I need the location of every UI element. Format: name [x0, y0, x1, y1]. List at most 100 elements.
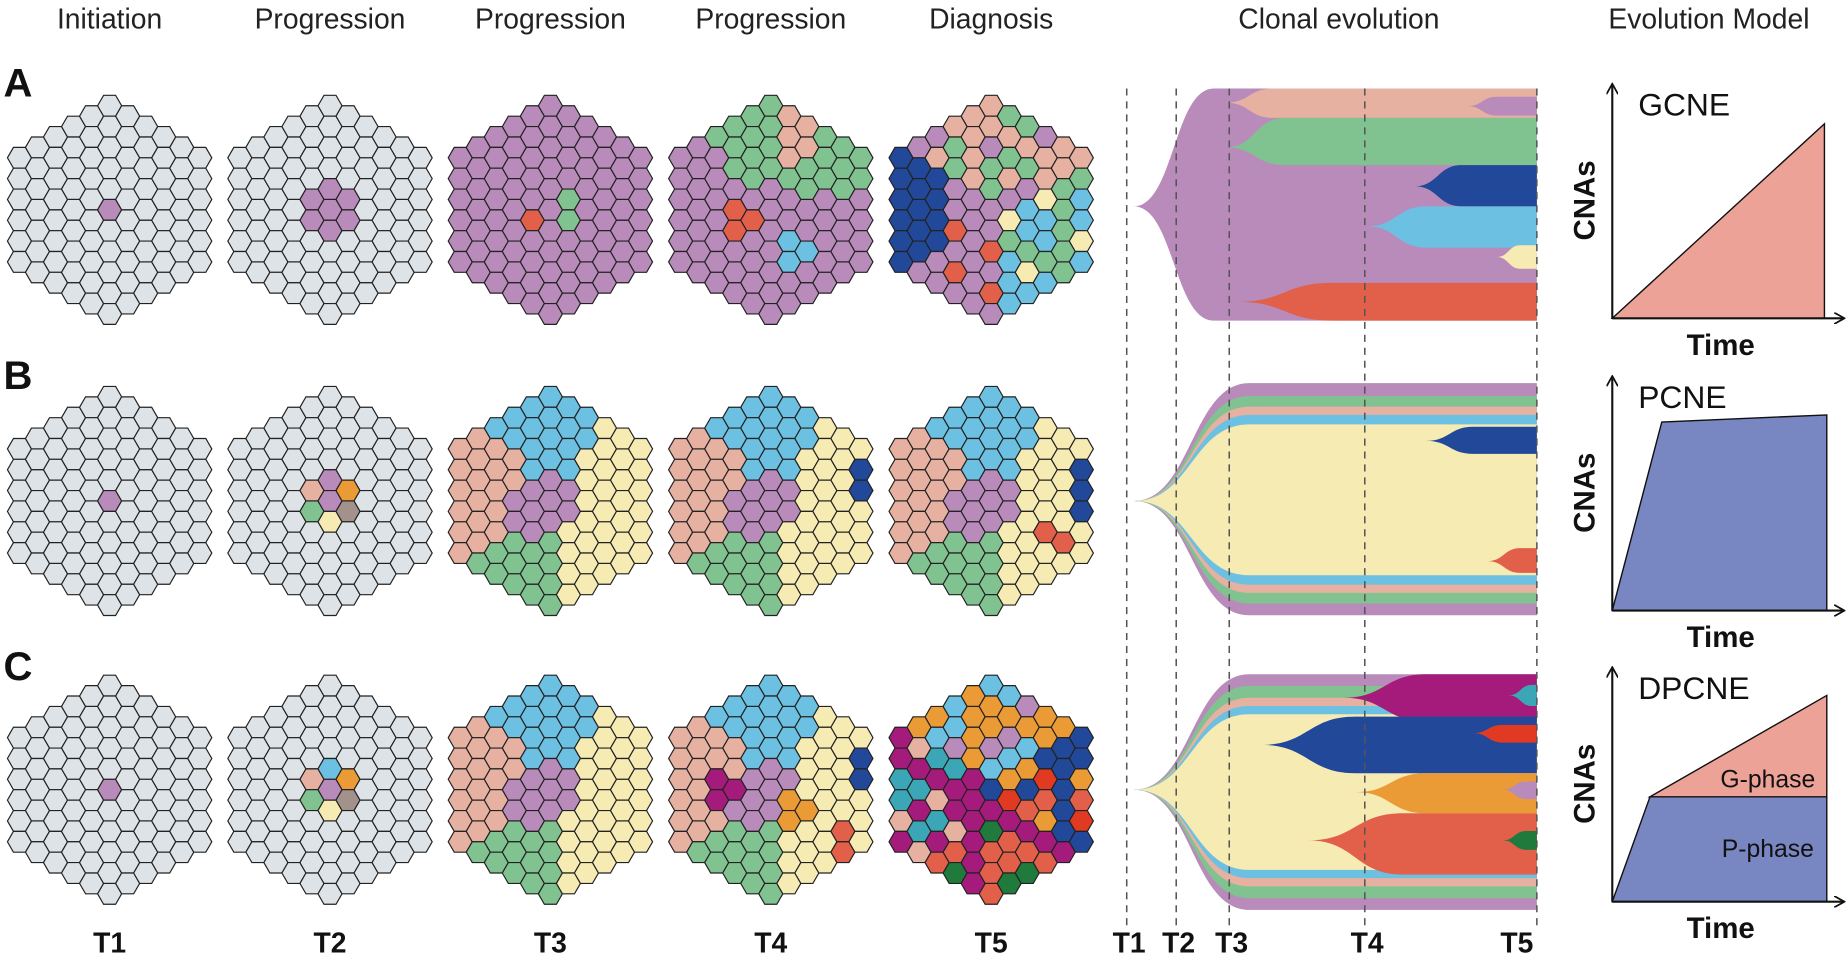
- hex-grid: [447, 94, 654, 325]
- x-axis-label: Time: [1687, 912, 1755, 945]
- hex-cell: [407, 479, 433, 502]
- hex-cell: [407, 188, 433, 211]
- clone-band: [1367, 206, 1537, 248]
- time-label: T1: [93, 926, 126, 958]
- hex-cell: [627, 230, 654, 253]
- model-name: PCNE: [1638, 379, 1726, 415]
- hex-cell: [187, 437, 213, 460]
- hex-cell: [1068, 458, 1095, 481]
- hex-cell: [407, 250, 433, 273]
- hex-cell: [1068, 768, 1095, 791]
- hex-cell: [1068, 188, 1095, 211]
- column-header: Evolution Model: [1608, 2, 1809, 34]
- column-header: Clonal evolution: [1238, 2, 1439, 34]
- hex-grid: [667, 385, 874, 617]
- hex-cell: [627, 521, 654, 544]
- hex-cell: [848, 789, 874, 812]
- hex-cell: [848, 768, 874, 791]
- hex-cell: [407, 458, 433, 481]
- time-label: T4: [754, 926, 787, 958]
- hex-cell: [407, 230, 433, 253]
- hex-grid: [888, 94, 1095, 325]
- column-header: Progression: [475, 2, 626, 34]
- hex-cell: [187, 230, 213, 253]
- clonal-time-label: T4: [1351, 926, 1384, 958]
- hex-cell: [187, 209, 213, 232]
- hex-cell: [187, 188, 213, 211]
- clone-band: [1502, 781, 1537, 800]
- hex-cell: [627, 830, 654, 853]
- hex-cell: [1068, 542, 1095, 565]
- hex-cell: [187, 458, 213, 481]
- hex-cell: [187, 521, 213, 544]
- clone-band: [1502, 830, 1537, 850]
- hex-cell: [407, 726, 433, 749]
- row-label: B: [4, 354, 33, 398]
- hex-cell: [1068, 230, 1095, 253]
- hex-cell: [848, 437, 874, 460]
- hex-cell: [407, 500, 433, 523]
- hex-cell: [848, 809, 874, 832]
- phase-label: G-phase: [1720, 766, 1815, 793]
- hex-cell: [1068, 789, 1095, 812]
- x-axis-label: Time: [1687, 329, 1755, 362]
- hex-grid: [6, 385, 213, 617]
- hex-cell: [407, 146, 433, 169]
- hex-cell: [627, 768, 654, 791]
- time-label: T5: [975, 926, 1008, 958]
- clone-band: [1487, 548, 1537, 573]
- hex-cell: [187, 789, 213, 812]
- hex-grid: [888, 674, 1095, 905]
- hex-cell: [407, 521, 433, 544]
- x-axis-label: Time: [1687, 621, 1755, 654]
- clonal-time-label: T1: [1113, 926, 1146, 958]
- hex-cell: [1068, 437, 1095, 460]
- hex-cell: [1068, 500, 1095, 523]
- column-header: Diagnosis: [929, 2, 1053, 34]
- hex-cell: [1068, 146, 1095, 169]
- hex-cell: [627, 747, 654, 770]
- hex-cell: [187, 809, 213, 832]
- hex-cell: [1068, 167, 1095, 190]
- hex-cell: [848, 167, 874, 190]
- hex-grid: [227, 674, 433, 905]
- hex-cell: [187, 479, 213, 502]
- hex-grid: [447, 674, 654, 905]
- hex-cell: [627, 437, 654, 460]
- hex-cell: [1068, 521, 1095, 544]
- time-label: T2: [314, 926, 347, 958]
- hex-cell: [407, 830, 433, 853]
- clone-band: [1508, 684, 1537, 707]
- phase-label: P-phase: [1722, 836, 1814, 863]
- hex-cell: [407, 747, 433, 770]
- hex-cell: [627, 809, 654, 832]
- hex-grid: [6, 674, 213, 905]
- clone-band: [1414, 165, 1537, 207]
- hex-cell: [407, 167, 433, 190]
- hex-cell: [848, 188, 874, 211]
- hex-cell: [187, 768, 213, 791]
- hex-cell: [848, 542, 874, 565]
- y-axis-label: CNAs: [1569, 453, 1602, 533]
- hex-cell: [627, 250, 654, 273]
- hex-cell: [187, 146, 213, 169]
- hex-cell: [187, 830, 213, 853]
- hex-cell: [627, 167, 654, 190]
- hex-grid: [447, 385, 654, 617]
- row-label: A: [4, 62, 33, 106]
- y-axis-label: CNAs: [1569, 744, 1602, 824]
- hex-cell: [848, 726, 874, 749]
- hex-cell: [187, 542, 213, 565]
- hex-cell: [1068, 479, 1095, 502]
- hex-cell: [407, 789, 433, 812]
- hex-grid: [667, 94, 874, 325]
- y-axis-label: CNAs: [1569, 160, 1602, 240]
- hex-cell: [187, 167, 213, 190]
- hex-cell: [848, 230, 874, 253]
- hex-cell: [627, 542, 654, 565]
- hex-cell: [407, 437, 433, 460]
- clonal-time-label: T5: [1500, 926, 1533, 958]
- hex-cell: [187, 500, 213, 523]
- clone-band: [1473, 724, 1537, 743]
